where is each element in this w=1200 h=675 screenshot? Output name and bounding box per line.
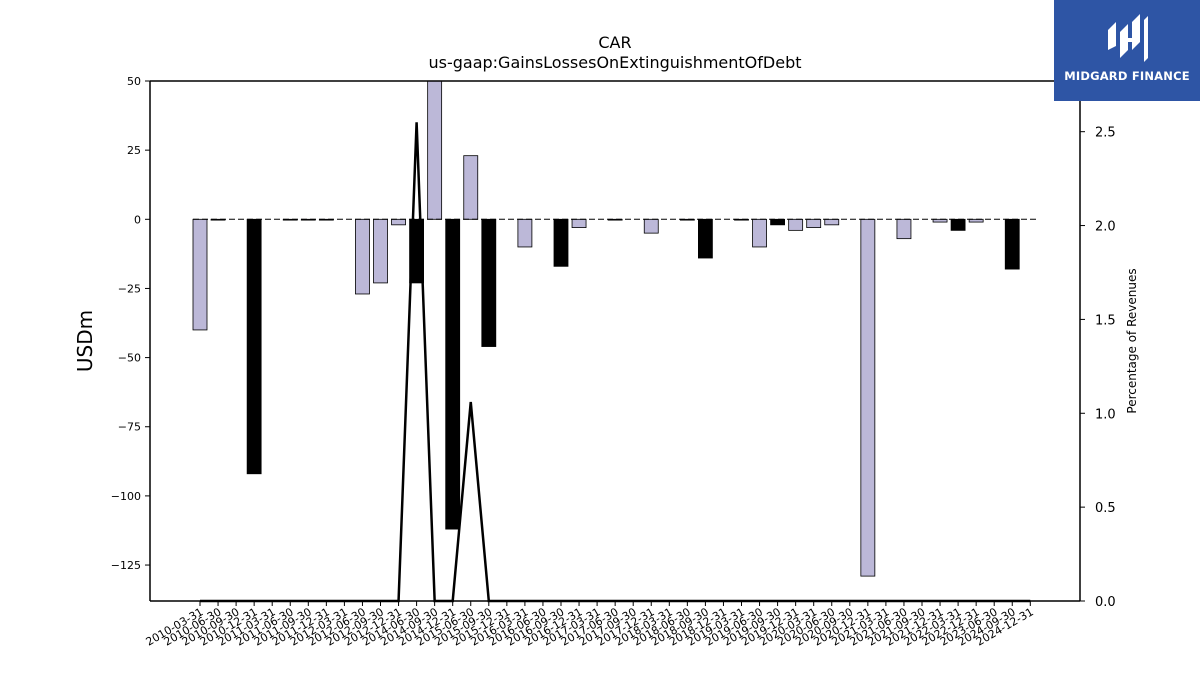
bar: [553, 218, 569, 267]
bar: [517, 218, 533, 248]
y2-tick-label: 1.0: [1095, 407, 1116, 422]
bar: [1004, 218, 1020, 270]
y-tick-label: −50: [118, 352, 141, 365]
bar: [445, 218, 461, 530]
y2-tick-label: 2.5: [1095, 126, 1116, 141]
y2-tick-label: 0.0: [1095, 595, 1116, 610]
y-tick-label: 25: [127, 144, 141, 157]
y-tick-label: −125: [111, 559, 141, 572]
midgard-logo-icon: [1108, 14, 1148, 62]
bar: [463, 155, 479, 220]
bar: [950, 218, 966, 231]
chart-subtitle: us-gaap:GainsLossesOnExtinguishmentOfDeb…: [428, 53, 801, 72]
brand-logo: MIDGARD FINANCE: [1054, 0, 1200, 101]
bar: [192, 218, 208, 331]
y2-tick-label: 0.5: [1095, 501, 1116, 516]
x-axis: 2010-03-312010-06-302010-09-302010-12-31…: [144, 601, 1036, 649]
bar: [788, 218, 804, 231]
bar: [698, 218, 713, 259]
left-y-axis: 50 25 0 −25 −50 −75 −100 −125: [111, 75, 150, 572]
bar: [752, 218, 767, 248]
bar: [481, 218, 497, 347]
y2-axis-label: Percentage of Revenues: [1125, 268, 1139, 413]
chart-title: CAR: [598, 33, 631, 52]
bar-series: [192, 80, 1020, 577]
y-axis-label: USDm: [73, 310, 97, 372]
revenue-percentage-line-path: [200, 122, 1031, 603]
bar: [246, 218, 262, 475]
bar: [896, 218, 912, 240]
y-tick-label: 50: [127, 75, 141, 88]
y-tick-label: −100: [111, 490, 141, 503]
y2-tick-label: 1.5: [1095, 313, 1116, 328]
bar: [391, 218, 406, 226]
right-y-axis: 0.0 0.5 1.0 1.5 2.0 2.5: [1080, 126, 1116, 610]
bar: [643, 218, 659, 234]
bar: [373, 218, 388, 284]
y-tick-label: 0: [134, 213, 141, 226]
bar: [806, 218, 822, 228]
bar: [770, 218, 785, 226]
y-tick-label: −75: [118, 421, 141, 434]
revenue-percentage-line: [200, 122, 1031, 603]
plot-axes: [149, 80, 1081, 602]
bar: [427, 80, 443, 220]
bar: [860, 218, 876, 577]
bar: [824, 218, 840, 226]
brand-name: MIDGARD FINANCE: [1064, 69, 1190, 83]
bar: [571, 218, 587, 228]
y-tick-label: −25: [118, 282, 141, 295]
y2-tick-label: 2.0: [1095, 220, 1116, 235]
bar: [355, 218, 370, 295]
